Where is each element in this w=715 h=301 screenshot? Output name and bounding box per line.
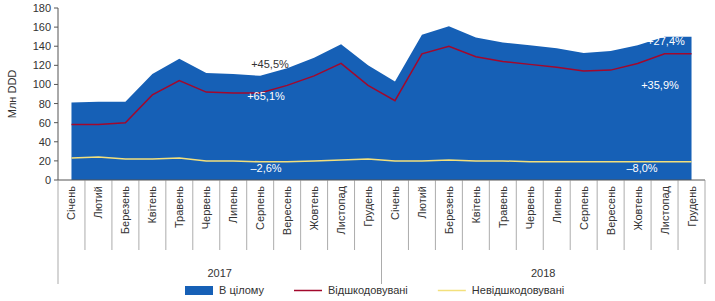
x-tick-label: Липень	[227, 186, 239, 224]
y-tick	[54, 27, 58, 28]
x-tick-label: Квітень	[146, 186, 158, 224]
legend: В цілому Відшкодовувані Невідшкодовувані	[185, 284, 564, 296]
y-tick-label: 20	[39, 155, 51, 167]
x-tick-label: Серпень	[254, 186, 266, 230]
category-separator	[354, 180, 355, 250]
legend-swatch	[438, 290, 466, 292]
x-tick-label: Жовтень	[632, 186, 644, 231]
category-separator	[246, 180, 247, 250]
annotation: +27,4%	[647, 35, 685, 47]
y-axis-label: Млн DDD	[6, 70, 18, 119]
category-separator	[408, 180, 409, 250]
category-separator	[516, 180, 517, 250]
x-tick-label: Червень	[524, 186, 536, 229]
x-tick-label: Червень	[200, 186, 212, 229]
y-tick-label: 140	[33, 40, 51, 52]
chart: 0 20 40 60 80 100 120 140 160 180 Млн DDD Січень Лют…	[0, 0, 715, 301]
category-separator	[462, 180, 463, 250]
x-tick-label: Травень	[173, 186, 185, 228]
annotation: +35,9%	[641, 79, 679, 91]
x-tick-label: Листопад	[335, 185, 347, 234]
y-tick	[54, 160, 58, 161]
category-separator	[543, 180, 544, 250]
x-tick-label: Лютий	[416, 186, 428, 219]
legend-swatch	[294, 290, 322, 292]
y-tick	[54, 180, 58, 181]
x-tick-label: Березень	[119, 186, 131, 234]
category-separator	[111, 180, 112, 250]
legend-label: В цілому	[219, 284, 264, 296]
y-tick-label: 100	[33, 78, 51, 90]
y-tick	[54, 8, 58, 9]
x-tick-label: Вересень	[605, 186, 617, 235]
x-tick-label: Грудень	[362, 186, 374, 227]
y-tick-label: 40	[39, 136, 51, 148]
y-tick	[54, 141, 58, 142]
y-tick-label: 120	[33, 59, 51, 71]
category-separator	[58, 180, 59, 284]
x-tick-label: Січень	[65, 186, 77, 220]
annotation: +45,5%	[251, 58, 289, 70]
x-tick-label: Січень	[389, 186, 401, 220]
area	[71, 26, 691, 180]
category-separator	[624, 180, 625, 250]
y-tick-label: 160	[33, 21, 51, 33]
legend-swatch	[185, 286, 213, 295]
y-tick-label: 180	[33, 2, 51, 14]
y-tick	[54, 65, 58, 66]
category-separator	[273, 180, 274, 250]
y-tick-label: 80	[39, 98, 51, 110]
annotation: +65,1%	[247, 90, 285, 102]
x-tick-label: Липень	[551, 186, 563, 224]
category-separator	[327, 180, 328, 250]
category-separator	[489, 180, 490, 250]
y-tick-label: 0	[45, 174, 51, 186]
x-tick-label: Березень	[443, 186, 455, 234]
x-tick-label: Вересень	[281, 186, 293, 235]
category-separator	[192, 180, 193, 250]
y-tick	[54, 103, 58, 104]
x-tick-label: Грудень	[686, 186, 698, 227]
plot-marks	[71, 26, 691, 180]
legend-label: Невідшкодовувані	[472, 284, 564, 296]
y-tick	[54, 122, 58, 123]
y-tick	[54, 84, 58, 85]
legend-label: Відшкодовувані	[328, 284, 408, 296]
x-tick-label: Жовтень	[308, 186, 320, 231]
x-tick-label: Травень	[497, 186, 509, 228]
category-separator	[705, 180, 706, 284]
category-separator	[381, 180, 382, 284]
y-tick	[54, 46, 58, 47]
y-axis	[58, 8, 59, 180]
category-separator	[138, 180, 139, 250]
x-tick-label: Лютий	[92, 186, 104, 219]
year-label: 2018	[531, 267, 555, 279]
line	[71, 46, 691, 124]
category-separator	[300, 180, 301, 250]
category-separator	[651, 180, 652, 250]
category-separator	[678, 180, 679, 250]
x-tick-label: Серпень	[578, 186, 590, 230]
category-separator	[570, 180, 571, 250]
category-separator	[435, 180, 436, 250]
category-separator	[597, 180, 598, 250]
category-separator	[219, 180, 220, 250]
y-tick-label: 60	[39, 117, 51, 129]
year-label: 2017	[208, 267, 232, 279]
x-tick-label: Квітень	[470, 186, 482, 224]
category-separator	[84, 180, 85, 250]
annotation: –2,6%	[250, 162, 281, 174]
line	[71, 157, 691, 162]
annotation: –8,0%	[626, 162, 657, 174]
category-separator	[165, 180, 166, 250]
x-tick-label: Листопад	[659, 185, 671, 234]
